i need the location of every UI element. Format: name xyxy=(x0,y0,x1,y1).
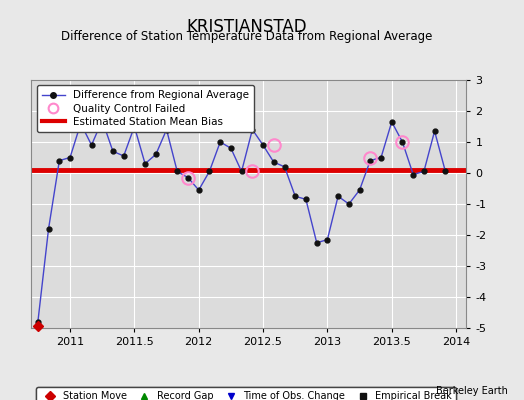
Text: Berkeley Earth: Berkeley Earth xyxy=(436,386,508,396)
Text: KRISTIANSTAD: KRISTIANSTAD xyxy=(186,18,307,36)
Text: Difference of Station Temperature Data from Regional Average: Difference of Station Temperature Data f… xyxy=(61,30,432,43)
Legend: Station Move, Record Gap, Time of Obs. Change, Empirical Break: Station Move, Record Gap, Time of Obs. C… xyxy=(36,388,456,400)
